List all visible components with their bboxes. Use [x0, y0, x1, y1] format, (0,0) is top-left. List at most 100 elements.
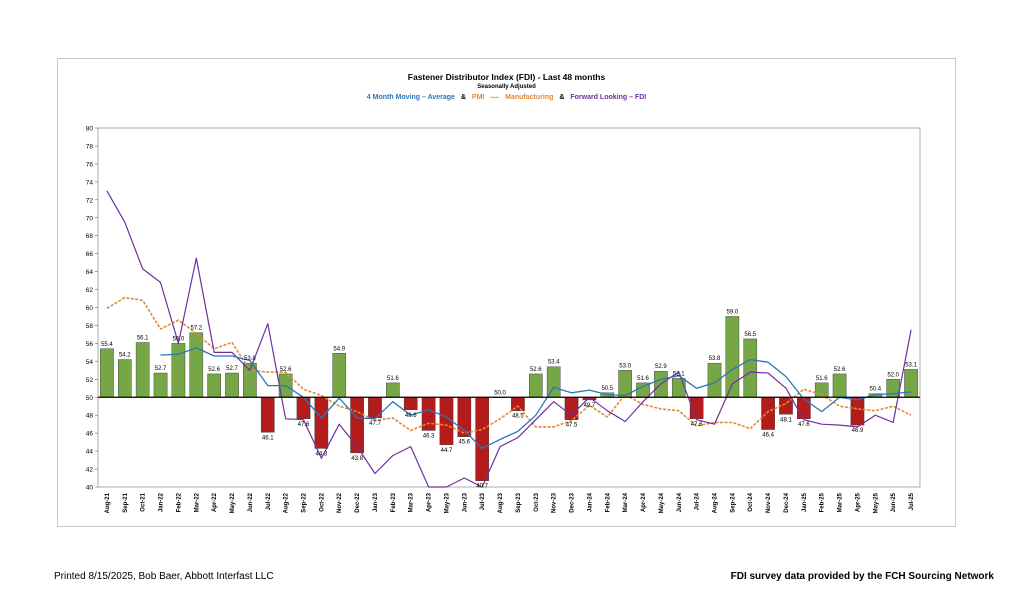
- x-tick-label: Nov-22: [337, 492, 343, 513]
- fdi-bar: [153, 372, 168, 398]
- x-tick-label: Mar-23: [409, 492, 415, 512]
- fdi-bar: [528, 373, 543, 398]
- x-tick-label: May-23: [444, 492, 450, 513]
- x-tick-label: Feb-24: [605, 492, 611, 512]
- y-tick-label: 58: [86, 323, 94, 330]
- fdi-data-label: 46.3: [423, 433, 435, 439]
- y-tick-label: 48: [86, 413, 94, 420]
- legend-moving-average: 4 Month Moving – Average: [366, 94, 455, 101]
- x-tick-label: Jul-24: [695, 492, 701, 510]
- y-tick-label: 60: [86, 305, 94, 312]
- x-tick-label: Apr-24: [641, 492, 647, 512]
- fdi-bar: [403, 397, 418, 411]
- footer-printed-by: Printed 8/15/2025, Bob Baer, Abbott Inte…: [54, 571, 274, 582]
- fdi-data-label: 47.5: [566, 423, 578, 429]
- fdi-data-label: 48.6: [405, 413, 417, 419]
- fdi-data-label: 59.0: [727, 309, 739, 315]
- x-tick-label: May-25: [873, 492, 879, 513]
- y-tick-label: 76: [86, 161, 94, 168]
- fdi-data-label: 53.8: [244, 356, 256, 362]
- fdi-data-label: 52.9: [655, 364, 667, 370]
- fdi-data-label: 52.0: [887, 372, 899, 378]
- x-tick-label: Oct-23: [534, 492, 540, 511]
- chart-frame: Fastener Distributor Index (FDI) - Last …: [57, 58, 956, 527]
- fdi-bar: [332, 353, 347, 398]
- footer-data-source: FDI survey data provided by the FCH Sour…: [730, 571, 994, 582]
- x-tick-label: Mar-25: [838, 492, 844, 512]
- fdi-data-label: 46.4: [762, 433, 774, 439]
- fdi-bar: [904, 369, 918, 398]
- fdi-data-label: 47.7: [369, 421, 381, 427]
- fdi-data-label: 49.7: [584, 403, 596, 409]
- fdi-bar: [135, 342, 150, 398]
- y-tick-label: 42: [86, 467, 94, 474]
- fdi-data-label: 50.0: [494, 390, 506, 396]
- fdi-bar: [100, 348, 114, 398]
- x-tick-label: Feb-25: [820, 492, 826, 512]
- fdi-bar: [171, 343, 186, 398]
- fdi-data-label: 52.7: [155, 366, 167, 372]
- fdi-bar: [117, 359, 132, 398]
- y-tick-label: 44: [86, 449, 94, 456]
- fdi-data-label: 40.7: [476, 484, 488, 490]
- y-tick-label: 78: [86, 143, 94, 150]
- fdi-chart-svg: 40 42 44 46 48 50 52 54 56 58 60 62 64 66 68 70 72 74 76 78…: [86, 126, 921, 513]
- legend-ampersand-2: &: [559, 94, 565, 101]
- y-tick-label: 52: [86, 377, 94, 384]
- y-tick-label: 70: [86, 215, 94, 222]
- x-tick-label: Dec-23: [570, 492, 576, 512]
- x-tick-label: Oct-21: [141, 492, 147, 511]
- x-tick-label: May-24: [659, 492, 665, 513]
- fdi-data-label: 52.1: [673, 371, 685, 377]
- fdi-bar: [260, 397, 275, 433]
- fdi-data-label: 55.4: [101, 342, 113, 348]
- chart-subtitle: Seasonally Adjusted: [477, 84, 536, 90]
- fdi-bar: [189, 332, 204, 398]
- x-tick-label: Jun-23: [462, 492, 468, 512]
- fdi-bar: [207, 373, 221, 398]
- fdi-data-label: 52.6: [834, 367, 846, 373]
- y-tick-label: 72: [86, 197, 94, 204]
- x-tick-label: Nov-24: [766, 492, 772, 513]
- fdi-data-label: 51.6: [816, 376, 828, 382]
- fdi-data-label: 52.6: [280, 367, 292, 373]
- fdi-data-label: 56.0: [173, 336, 185, 342]
- chart-title: Fastener Distributor Index (FDI) - Last …: [407, 72, 606, 82]
- x-tick-label: Jun-24: [677, 492, 683, 512]
- fdi-data-label: 53.1: [905, 362, 917, 368]
- fdi-bar: [350, 397, 364, 454]
- x-tick-label: Apr-23: [427, 492, 433, 512]
- x-tick-label: Jun-25: [891, 492, 897, 512]
- fdi-data-label: 48.1: [780, 417, 792, 423]
- fdi-data-label: 52.7: [226, 366, 238, 372]
- y-tick-label: 40: [86, 485, 94, 492]
- fdi-bar: [225, 372, 239, 398]
- fdi-data-label: 46.9: [852, 428, 864, 434]
- moving-average-line: [160, 347, 912, 450]
- fdi-data-label: 47.6: [691, 422, 703, 428]
- fdi-data-label: 54.2: [119, 353, 131, 359]
- fdi-bar: [314, 397, 329, 449]
- fdi-bar: [243, 362, 257, 398]
- fdi-data-label: 51.6: [387, 376, 399, 382]
- x-tick-label: Mar-24: [623, 492, 629, 512]
- x-tick-label: Jul-23: [480, 492, 486, 510]
- fdi-data-label: 48.5: [512, 414, 524, 420]
- y-tick-label: 56: [86, 341, 94, 348]
- x-tick-label: Jul-25: [909, 492, 915, 510]
- fdi-bar: [671, 378, 686, 398]
- fdi-data-label: 56.5: [744, 332, 756, 338]
- fdi-bar: [761, 397, 775, 430]
- y-tick-label: 66: [86, 251, 94, 258]
- fdi-data-label: 50.5: [601, 386, 613, 392]
- x-tick-label: Nov-23: [552, 492, 558, 513]
- chart-legend: 4 Month Moving – Average & PMI ▪▪▪▪▪ Man…: [58, 94, 955, 101]
- x-tick-label: Aug-23: [498, 492, 504, 513]
- x-tick-label: Apr-22: [212, 492, 218, 512]
- y-tick-label: 74: [86, 179, 94, 186]
- pmi-line: [106, 296, 912, 434]
- fdi-data-label: 54.9: [333, 346, 345, 352]
- y-tick-label: 80: [86, 126, 94, 133]
- fdi-bar: [386, 382, 400, 398]
- x-tick-label: Oct-22: [319, 492, 325, 511]
